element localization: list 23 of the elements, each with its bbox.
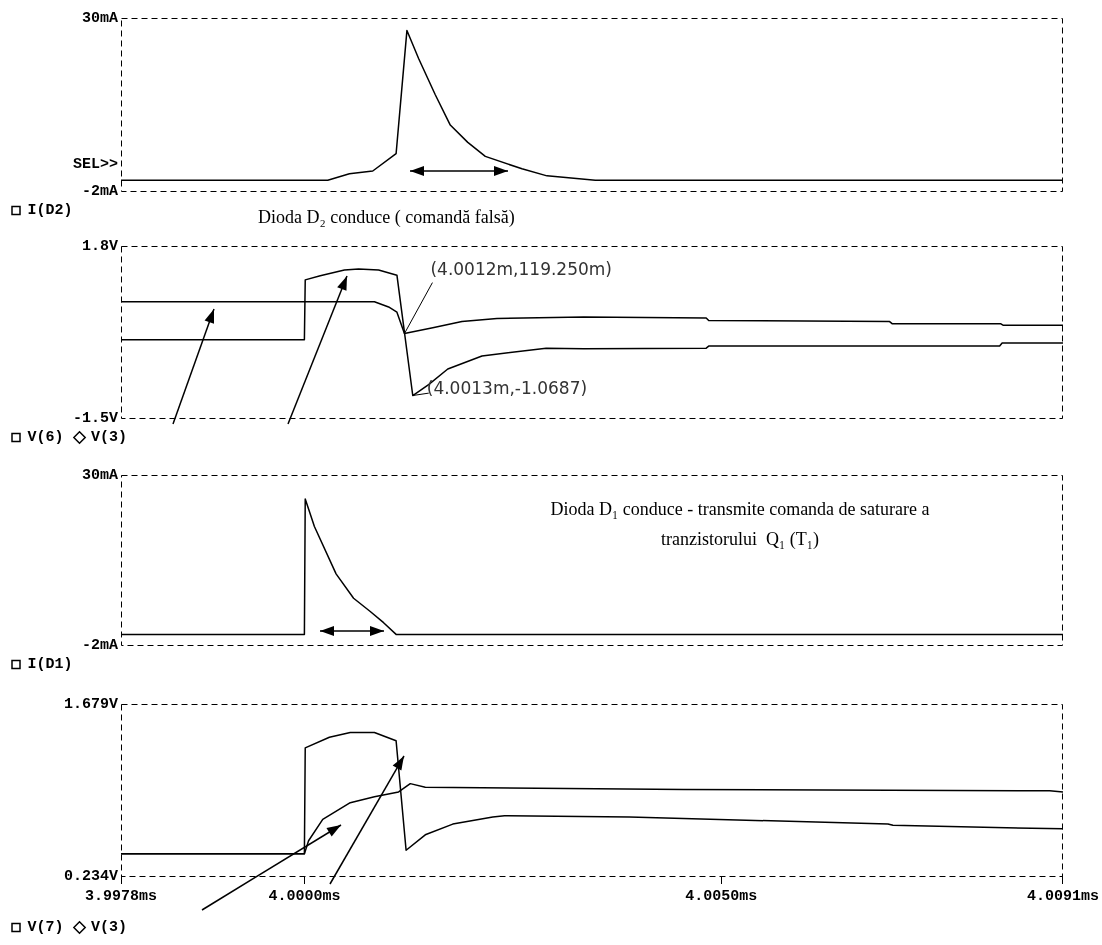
x-tick-label: 4.0000ms: [268, 887, 341, 905]
text: Dioda D₂ conduce ( comandă falsă): [258, 206, 515, 228]
y-tick-label: 30mA: [81, 9, 118, 27]
legend-label: V(3): [91, 919, 128, 937]
text: SEL>>: [72, 155, 118, 173]
x-tick-label: 4.0050ms: [685, 887, 758, 905]
legend-label: V(3): [91, 429, 128, 447]
y-tick-label: 30mA: [81, 466, 118, 484]
y-tick-label: 1.8V: [81, 237, 118, 255]
legend-label: V(7): [27, 919, 64, 937]
legend-label: I(D2): [27, 202, 73, 220]
y-tick-label: 0.234V: [63, 867, 118, 885]
annotation: (4.0012m,119.250m): [430, 259, 613, 280]
y-tick-label: -2mA: [81, 636, 118, 654]
legend-label: I(D1): [27, 656, 73, 674]
x-tick-label: 3.9978ms: [84, 887, 158, 905]
annotation: (4.0013m,-1.0687): [426, 377, 588, 398]
y-tick-label: 1.679V: [63, 695, 118, 713]
y-tick-label: -2mA: [81, 182, 118, 200]
annotation: Dioda D₁ conduce - transmite comanda de saturare a tranzistorului Q₁ (T₁): [550, 498, 930, 550]
legend-label: V(6): [27, 429, 64, 447]
y-tick-label: -1.5V: [72, 409, 118, 427]
x-tick-label: 4.0091ms: [1026, 887, 1099, 905]
